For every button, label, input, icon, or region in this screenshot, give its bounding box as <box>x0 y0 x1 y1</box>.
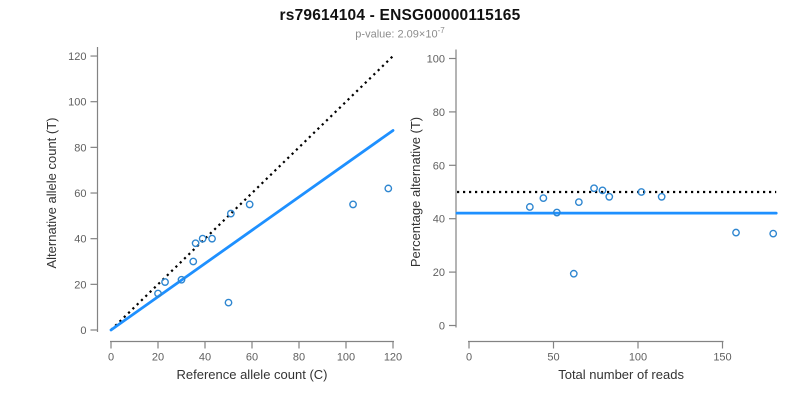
x-tick-label: 100 <box>337 352 355 364</box>
x-tick-label: 150 <box>713 352 731 364</box>
y-tick-label: 80 <box>74 142 86 154</box>
data-point <box>384 184 393 193</box>
page-title: rs79614104 - ENSG00000115165 <box>279 7 521 24</box>
y-tick-label: 100 <box>68 97 86 109</box>
x-tick-label: 50 <box>547 352 559 364</box>
x-axis-title: Reference allele count (C) <box>176 367 327 382</box>
y-tick-label: 0 <box>80 325 86 337</box>
y-tick-label: 40 <box>433 214 445 226</box>
y-axis-title: Alternative allele count (T) <box>44 118 59 269</box>
data-point <box>224 298 233 307</box>
data-point <box>769 229 778 238</box>
data-point <box>598 186 607 195</box>
data-point <box>657 192 666 201</box>
pvalue-exponent: -7 <box>437 26 445 35</box>
pvalue-subtitle: p-value: 2.09×10-7 <box>0 26 800 41</box>
data-point <box>552 208 561 217</box>
plot-allele-counts: 0 20 40 60 80 100 120 0 20 40 60 80 100 120 Reference … <box>44 47 402 382</box>
pvalue-base: 2.09×10 <box>397 28 438 41</box>
data-point <box>605 192 614 201</box>
x-axis-title: Total number of reads <box>558 367 684 382</box>
data-point <box>245 200 254 209</box>
x-tick-label: 40 <box>199 352 211 364</box>
data-point <box>574 198 583 207</box>
y-tick-label: 120 <box>68 51 86 63</box>
data-point <box>226 209 235 218</box>
data-point <box>154 289 162 298</box>
pvalue-label: p-value: <box>355 28 398 41</box>
regression-line <box>109 129 395 332</box>
identity-line <box>110 55 394 331</box>
data-point <box>569 269 578 278</box>
y-axis-title: Percentage alternative (T) <box>408 117 423 267</box>
y-tick-label: 20 <box>74 279 86 291</box>
data-point <box>208 234 216 243</box>
y-tick-label: 0 <box>439 321 445 333</box>
data-point <box>525 203 534 211</box>
y-tick-label: 20 <box>433 267 445 279</box>
y-tick-label: 60 <box>433 160 445 172</box>
data-point <box>590 184 598 193</box>
x-tick-label: 120 <box>384 352 402 364</box>
data-point <box>637 188 646 196</box>
x-tick-label: 0 <box>108 352 114 364</box>
data-point <box>177 275 186 284</box>
y-tick-label: 60 <box>74 188 86 200</box>
y-tick-label: 100 <box>427 54 445 66</box>
x-tick-label: 0 <box>466 352 472 364</box>
x-tick-label: 80 <box>293 352 305 364</box>
data-point <box>161 278 169 286</box>
data-point <box>189 257 198 266</box>
x-tick-label: 60 <box>246 352 258 364</box>
plot-percentage-alternative: 0 50 100 150 0 20 40 60 80 100 Total number of rea… <box>408 49 778 382</box>
data-point <box>198 234 207 243</box>
y-tick-label: 40 <box>74 234 86 246</box>
y-tick-label: 80 <box>433 107 445 119</box>
data-point <box>539 194 548 203</box>
data-point <box>191 239 200 248</box>
x-tick-label: 100 <box>629 352 647 364</box>
x-tick-label: 20 <box>152 352 164 364</box>
data-point <box>732 228 740 237</box>
data-point <box>349 200 357 209</box>
